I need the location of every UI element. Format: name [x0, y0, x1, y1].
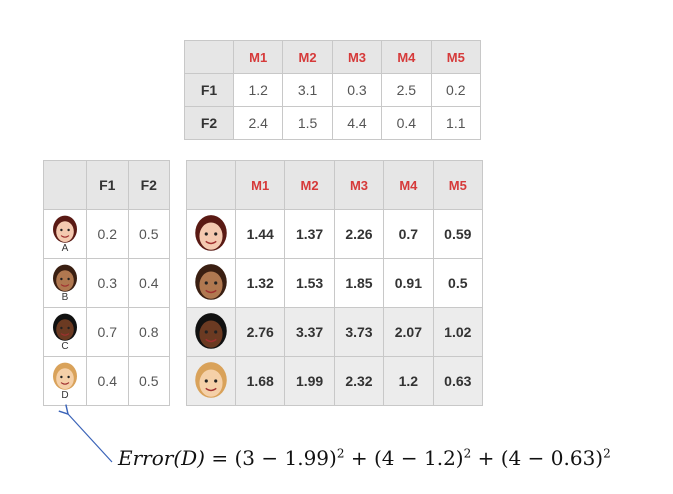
user-label: B: [61, 292, 69, 303]
formula-lhs: Error(D): [118, 446, 205, 470]
face-avatar-icon: [53, 362, 77, 390]
movie-feature-row-f1: F1 1.2 3.1 0.3 2.5 0.2: [184, 73, 482, 107]
feature-value: 0.2: [430, 73, 482, 107]
predicted-rating: 0.59: [432, 209, 484, 259]
pred-header-row: M1 M2 M3 M4 M5: [186, 160, 484, 210]
predicted-rating: 1.44: [234, 209, 286, 259]
term-exp: 2: [603, 446, 611, 461]
predicted-rating: 2.32: [333, 356, 385, 406]
face-avatar-icon: [195, 313, 227, 349]
pred-header-m4: M4: [383, 160, 434, 210]
face-avatar-icon: [53, 264, 77, 292]
error-formula: Error(D) = (3 − 1.99)2 + (4 − 1.2)2 + (4…: [118, 446, 611, 470]
predicted-rating: 2.76: [234, 307, 286, 357]
predicted-rating: 0.5: [432, 258, 484, 308]
movie-feature-row-f2: F2 2.4 1.5 4.4 0.4 1.1: [184, 106, 482, 140]
corner-cell: [43, 160, 87, 210]
corner-cell: [184, 40, 234, 74]
feature-value: 1.1: [430, 106, 482, 140]
user-row: B 0.3 0.4: [43, 258, 170, 308]
user-features-table: F1 F2 A 0.2 0.5 B 0.3 0.4 C 0.7 0.8: [43, 160, 170, 406]
movie-header-m2: M2: [282, 40, 333, 74]
feature-value: 1.5: [282, 106, 333, 140]
predicted-rating: 2.26: [333, 209, 385, 259]
pred-avatar-cell: [186, 307, 236, 357]
user-avatar-cell: D: [43, 356, 87, 406]
formula-plus: +: [344, 446, 374, 470]
user-label: A: [61, 243, 69, 254]
feature-value: 1.2: [232, 73, 284, 107]
formula-term: (4 − 0.63)2: [500, 446, 611, 470]
user-feature-value: 0.5: [127, 356, 170, 406]
term-b: 1.2: [423, 446, 456, 470]
formula-plus: +: [471, 446, 501, 470]
movie-header-m5: M5: [430, 40, 482, 74]
movie-header-row: M1 M2 M3 M4 M5: [184, 40, 482, 74]
predicted-rating: 1.2: [383, 356, 434, 406]
user-avatar-cell: C: [43, 307, 87, 357]
predicted-rating: 1.02: [432, 307, 484, 357]
prediction-row: 1.68 1.99 2.32 1.2 0.63: [186, 356, 484, 406]
term-b: 0.63: [550, 446, 596, 470]
feature-value: 0.4: [381, 106, 432, 140]
pred-header-m1: M1: [234, 160, 286, 210]
user-avatar-cell: B: [43, 258, 87, 308]
term-a: 3: [242, 446, 255, 470]
predicted-rating: 3.37: [284, 307, 335, 357]
predicted-ratings-table: M1 M2 M3 M4 M5 1.44 1.37 2.26 0.7 0.59 1.32 1…: [186, 160, 484, 406]
user-avatar-cell: A: [43, 209, 87, 259]
feature-value: 4.4: [331, 106, 383, 140]
face-avatar-icon: [195, 264, 227, 300]
face-avatar-icon: [53, 215, 77, 243]
predicted-rating: 0.7: [383, 209, 434, 259]
pred-avatar-cell: [186, 258, 236, 308]
term-exp: 2: [336, 446, 345, 461]
formula-equals: =: [204, 446, 235, 470]
user-row: C 0.7 0.8: [43, 307, 170, 357]
prediction-row: 1.44 1.37 2.26 0.7 0.59: [186, 209, 484, 259]
feature-value: 2.5: [381, 73, 432, 107]
user-feature-value: 0.7: [86, 307, 129, 357]
user-row: D 0.4 0.5: [43, 356, 170, 406]
prediction-row: 1.32 1.53 1.85 0.91 0.5: [186, 258, 484, 308]
predicted-rating: 0.91: [383, 258, 434, 308]
formula-term: (4 − 1.2)2: [373, 446, 472, 470]
pred-header-m3: M3: [333, 160, 385, 210]
term-a: 4: [381, 446, 395, 470]
user-feature-header-f1: F1: [86, 160, 129, 210]
predicted-rating: 1.85: [333, 258, 385, 308]
feature-value: 0.3: [331, 73, 383, 107]
pred-avatar-cell: [186, 356, 236, 406]
term-b: 1.99: [284, 446, 330, 470]
user-feature-header-f2: F2: [127, 160, 170, 210]
feature-value: 2.4: [232, 106, 284, 140]
user-label: D: [61, 390, 69, 401]
predicted-rating: 0.63: [432, 356, 484, 406]
movie-features-table: M1 M2 M3 M4 M5 F1 1.2 3.1 0.3 2.5 0.2 F2…: [184, 40, 482, 140]
pred-avatar-cell: [186, 209, 236, 259]
face-avatar-icon: [53, 313, 77, 341]
predicted-rating: 1.68: [234, 356, 286, 406]
predicted-rating: 1.99: [284, 356, 335, 406]
user-feature-value: 0.2: [86, 209, 129, 259]
pred-header-m2: M2: [284, 160, 335, 210]
face-avatar-icon: [195, 215, 227, 251]
user-header-row: F1 F2: [43, 160, 170, 210]
predicted-rating: 1.32: [234, 258, 286, 308]
user-label: C: [61, 341, 69, 352]
term-a: 4: [508, 446, 522, 470]
face-avatar-icon: [195, 362, 227, 398]
term-exp: 2: [463, 446, 472, 461]
formula-term: (3 − 1.99)2: [234, 446, 345, 470]
user-feature-value: 0.4: [86, 356, 129, 406]
